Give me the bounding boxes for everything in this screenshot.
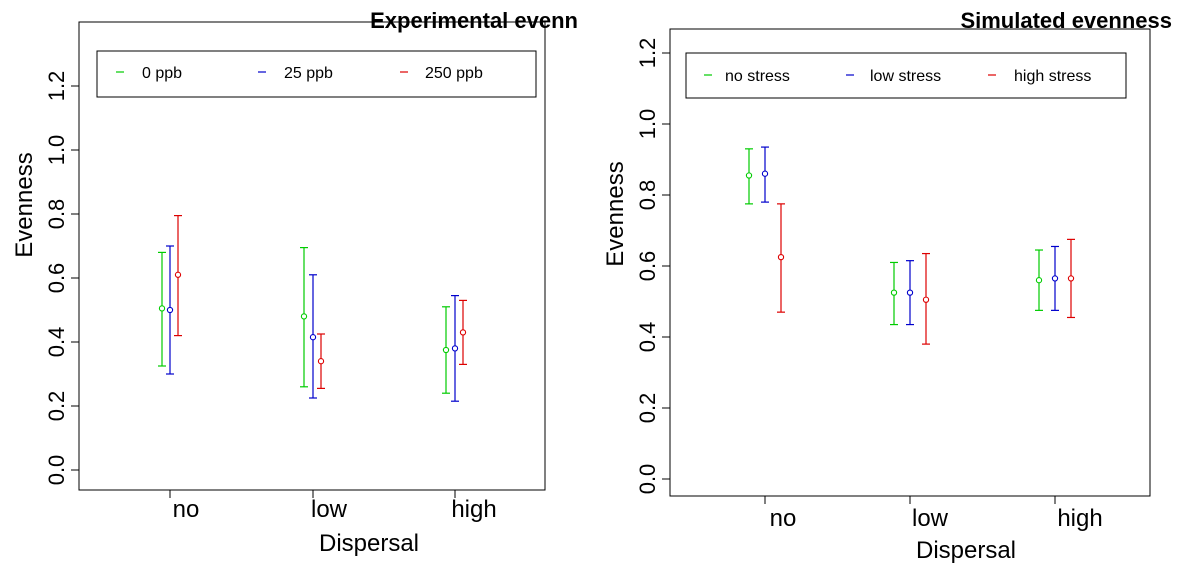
y-tick-3: 0.6 xyxy=(44,263,79,294)
error-bar-marks xyxy=(745,146,1075,345)
legend-label: 0 ppb xyxy=(142,65,182,82)
y-axis: 0.0 0.2 0.4 0.6 0.8 1.0 xyxy=(44,71,80,486)
y-tick-0: 0.0 xyxy=(635,464,670,495)
x-axis: no low high xyxy=(169,490,497,523)
y-tick-label: 1.0 xyxy=(635,109,660,140)
mean-point xyxy=(1051,275,1059,282)
legend-label: low stress xyxy=(870,68,941,85)
x-tick-label: no xyxy=(770,505,797,532)
mean-point xyxy=(158,305,166,312)
y-axis-label: Evenness xyxy=(11,152,38,257)
y-tick-4: 0.8 xyxy=(44,199,79,230)
mean-point xyxy=(745,172,753,179)
y-tick-4: 0.8 xyxy=(635,180,670,211)
mean-point xyxy=(317,358,325,365)
y-tick-label: 0.2 xyxy=(44,391,69,422)
mean-point xyxy=(1067,275,1075,282)
y-tick-0: 0.0 xyxy=(44,455,79,486)
x-tick-label: low xyxy=(912,505,949,532)
y-tick-6: 1.2 xyxy=(635,38,670,69)
y-tick-label: 1.0 xyxy=(44,135,69,166)
legend-label: high stress xyxy=(1014,68,1091,85)
error-bar-marks xyxy=(158,215,467,402)
y-tick-1: 0.2 xyxy=(44,391,79,422)
y-tick-label: 1.2 xyxy=(635,38,660,69)
panel-simulated: Simulated evenness no stress low stress … xyxy=(602,8,1172,564)
y-tick-label: 0.0 xyxy=(635,464,660,495)
mean-point xyxy=(890,289,898,296)
y-tick-label: 0.8 xyxy=(44,199,69,230)
legend-item-low-stress: low stress xyxy=(846,68,941,85)
x-tick-label: high xyxy=(1057,505,1102,532)
x-axis-label: Dispersal xyxy=(319,530,419,557)
y-tick-label: 0.6 xyxy=(635,251,660,282)
x-tick-label: low xyxy=(311,496,348,523)
y-axis: 0.0 0.2 0.4 0.6 0.8 1.0 xyxy=(635,38,671,495)
legend-item-250ppb: 250 ppb xyxy=(400,65,483,82)
mean-point xyxy=(922,296,930,303)
mean-point xyxy=(459,329,467,336)
x-tick-label: no xyxy=(173,496,200,523)
legend-item-high-stress: high stress xyxy=(988,68,1091,85)
y-tick-label: 0.8 xyxy=(635,180,660,211)
y-tick-label: 0.0 xyxy=(44,455,69,486)
legend-box xyxy=(96,50,537,98)
x-axis: no low high xyxy=(764,496,1103,532)
mean-point xyxy=(174,271,182,278)
x-tick-label: high xyxy=(451,496,496,523)
panel-experimental: Experimental evenn 0 ppb 25 ppb 250 ppb … xyxy=(11,8,578,557)
mean-point xyxy=(777,253,785,261)
y-tick-3: 0.6 xyxy=(635,251,670,282)
legend-item-0ppb: 0 ppb xyxy=(116,65,182,82)
mean-point xyxy=(166,306,174,314)
mean-point xyxy=(309,334,317,341)
mean-point xyxy=(451,345,459,352)
y-tick-label: 1.2 xyxy=(44,71,69,102)
legend-item-25ppb: 25 ppb xyxy=(258,65,333,82)
legend-label: no stress xyxy=(725,68,790,85)
y-tick-5: 1.0 xyxy=(44,135,79,166)
y-tick-label: 0.4 xyxy=(44,327,69,358)
legend-box xyxy=(685,52,1127,99)
y-tick-label: 0.6 xyxy=(44,263,69,294)
mean-point xyxy=(300,313,308,320)
x-axis-label: Dispersal xyxy=(916,537,1016,564)
mean-point xyxy=(906,289,914,296)
legend-item-no-stress: no stress xyxy=(704,68,790,85)
legend-label: 25 ppb xyxy=(284,65,333,82)
y-tick-2: 0.4 xyxy=(44,327,79,358)
y-tick-label: 0.2 xyxy=(635,393,660,424)
mean-point xyxy=(761,170,769,177)
mean-point xyxy=(1035,277,1043,284)
chart-title: Experimental evenn xyxy=(370,8,578,33)
mean-point xyxy=(442,346,450,354)
y-tick-6: 1.2 xyxy=(44,71,79,102)
chart-title: Simulated evenness xyxy=(960,8,1172,33)
y-tick-2: 0.4 xyxy=(635,322,670,353)
legend-label: 250 ppb xyxy=(425,65,483,82)
y-tick-1: 0.2 xyxy=(635,393,670,424)
y-axis-label: Evenness xyxy=(602,161,629,266)
y-tick-5: 1.0 xyxy=(635,109,670,140)
y-tick-label: 0.4 xyxy=(635,322,660,353)
